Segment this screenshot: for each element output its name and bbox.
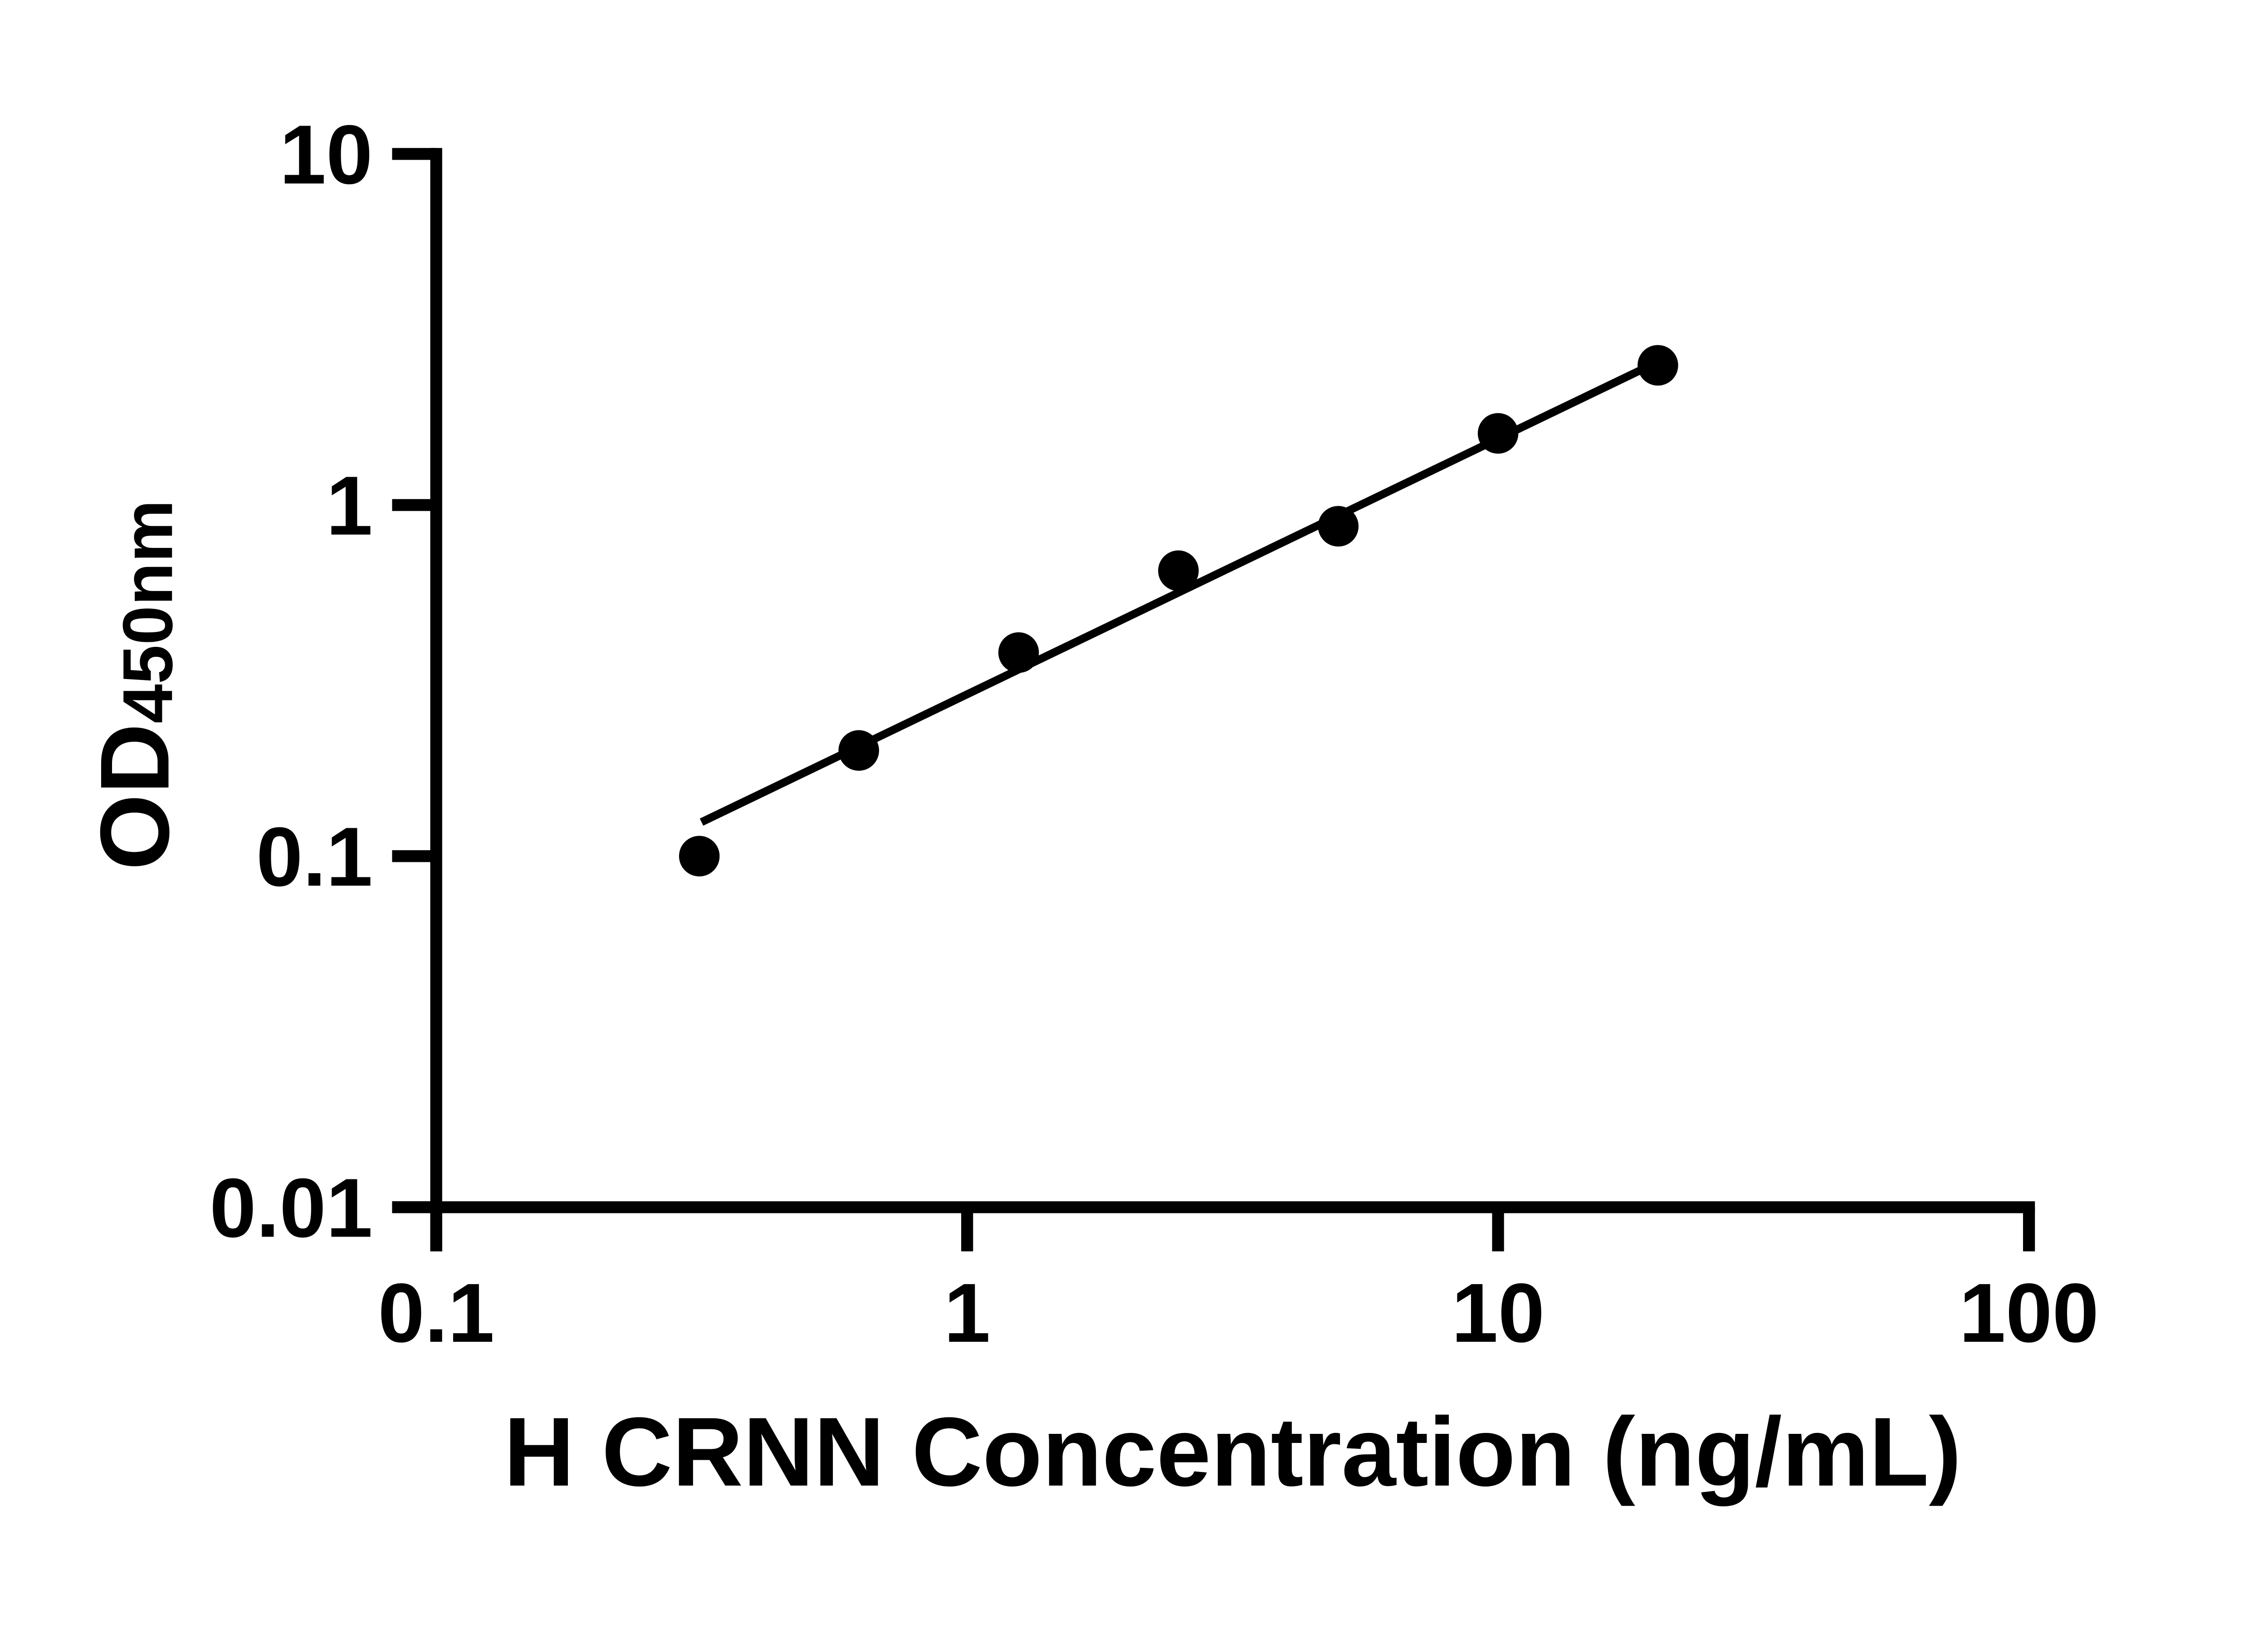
data-point — [1158, 550, 1199, 591]
data-point — [998, 632, 1039, 673]
y-tick-label: 10 — [279, 108, 373, 202]
x-tick-label: 100 — [1959, 1266, 2099, 1360]
y-tick-label: 0.01 — [210, 1162, 373, 1255]
data-point — [1318, 506, 1359, 547]
y-axis-title-main: OD — [80, 724, 189, 870]
elisa-standard-curve-figure: 0.01 0.1 1 10 0.1 1 10 100 H CRNN Concentration … — [80, 108, 2099, 1506]
data-point — [679, 836, 720, 877]
data-point — [838, 730, 879, 771]
data-point — [1637, 345, 1678, 386]
data-point — [1477, 413, 1519, 454]
y-axis-title: OD450nm — [80, 500, 189, 870]
y-tick-label: 1 — [326, 460, 373, 553]
y-axis-title-subscript: 450nm — [108, 500, 187, 724]
y-tick-label: 0.1 — [256, 811, 373, 904]
x-axis-title: H CRNN Concentration (ng/mL) — [504, 1397, 1962, 1506]
x-tick-label: 10 — [1452, 1266, 1545, 1360]
x-tick-label: 0.1 — [378, 1266, 494, 1360]
x-tick-label: 1 — [944, 1266, 991, 1360]
